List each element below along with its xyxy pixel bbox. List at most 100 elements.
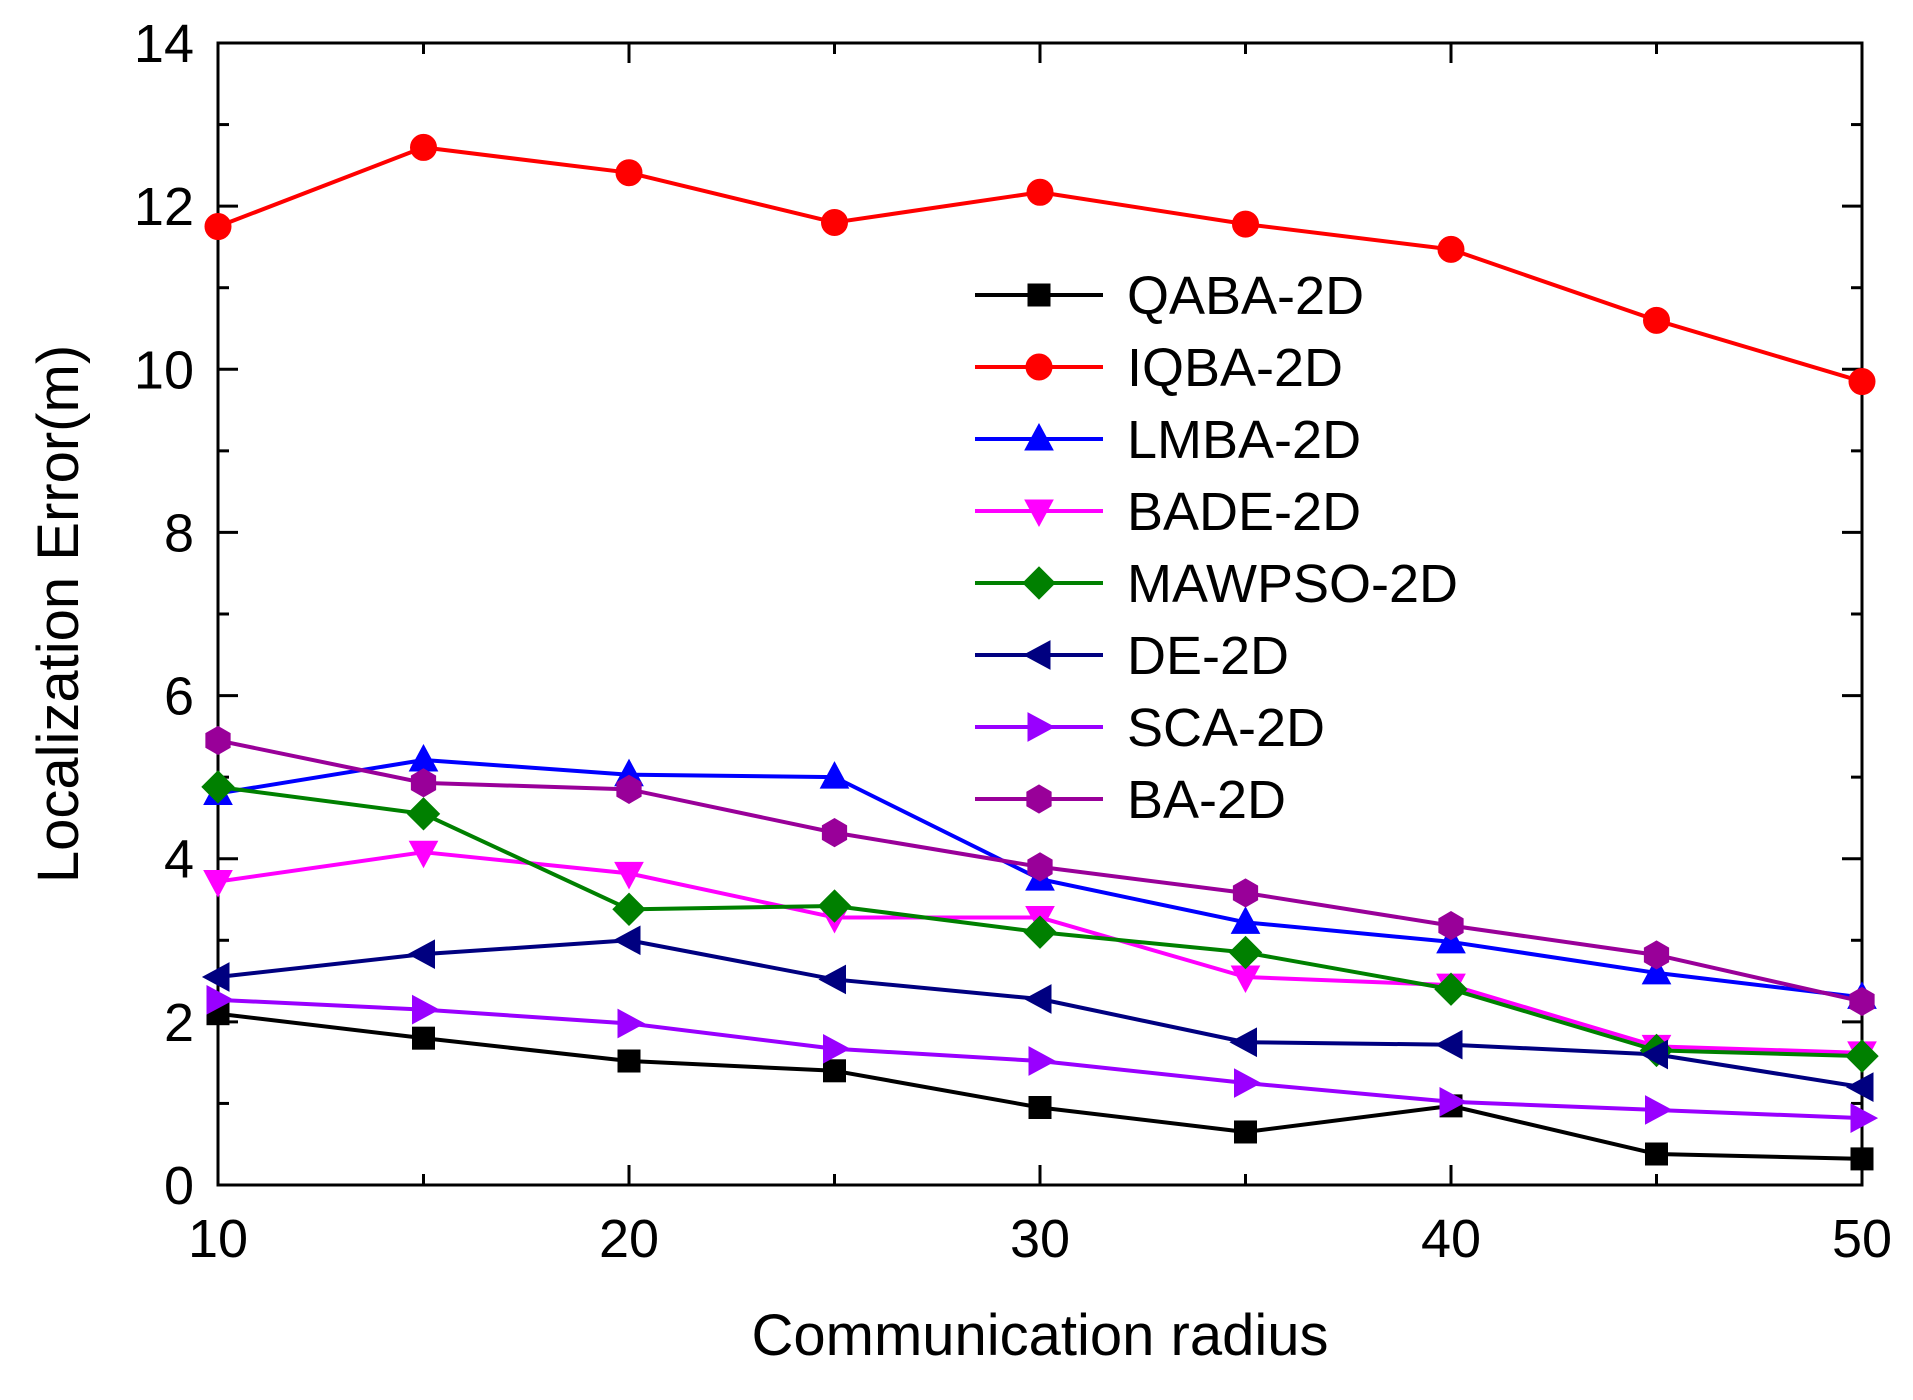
data-point-mawpso-2d xyxy=(612,892,646,926)
data-point-de-2d xyxy=(201,962,230,992)
data-point-ba-2d xyxy=(205,725,231,756)
legend-marker xyxy=(1022,640,1051,670)
data-point-ba-2d xyxy=(1643,940,1670,970)
data-point-qaba-2d xyxy=(1645,1142,1668,1166)
y-tick-label: 6 xyxy=(164,667,194,727)
legend-label: MAWPSO-2D xyxy=(1127,554,1458,614)
legend: QABA-2D IQBA-2D LMBA-2D BADE-2D MAWPSO-2D DE-… xyxy=(975,266,1458,830)
y-tick-label: 4 xyxy=(164,830,194,890)
legend-item: DE-2D xyxy=(975,626,1289,686)
data-point-mawpso-2d xyxy=(1845,1039,1879,1073)
legend-marker xyxy=(1026,784,1052,814)
data-point-de-2d xyxy=(1229,1027,1257,1058)
data-point-lmba-2d xyxy=(1641,956,1672,985)
data-point-de-2d xyxy=(1640,1039,1668,1070)
data-point-de-2d xyxy=(407,939,435,969)
data-point-sca-2d xyxy=(1234,1068,1262,1098)
legend-marker xyxy=(1027,283,1051,307)
legend-item: MAWPSO-2D xyxy=(975,554,1458,614)
y-axis-label: Localization Error(m) xyxy=(26,345,91,883)
y-tick-label: 0 xyxy=(164,1156,194,1216)
data-point-sca-2d xyxy=(206,984,235,1015)
legend-item: IQBA-2D xyxy=(975,338,1343,398)
data-point-bade-2d xyxy=(203,870,233,898)
data-point-mawpso-2d xyxy=(1434,972,1468,1006)
x-tick-label: 50 xyxy=(1832,1209,1892,1269)
data-point-ba-2d xyxy=(1027,852,1053,882)
legend-marker xyxy=(1022,566,1056,600)
data-point-de-2d xyxy=(612,925,641,956)
data-point-iqba-2d xyxy=(821,208,848,236)
data-point-ba-2d xyxy=(1849,986,1875,1017)
data-point-ba-2d xyxy=(1438,911,1464,941)
legend-item: LMBA-2D xyxy=(975,410,1361,470)
legend-label: BA-2D xyxy=(1127,770,1286,830)
data-point-iqba-2d xyxy=(204,213,232,241)
data-point-qaba-2d xyxy=(1234,1120,1257,1144)
legend-marker xyxy=(1027,712,1056,742)
data-point-qaba-2d xyxy=(1850,1147,1874,1171)
y-tick-label: 8 xyxy=(164,503,194,563)
data-point-sca-2d xyxy=(823,1033,851,1064)
axis-ticks xyxy=(216,41,1864,1187)
data-point-iqba-2d xyxy=(615,159,643,187)
legend-item: BA-2D xyxy=(975,770,1286,830)
x-tick-label: 40 xyxy=(1421,1209,1481,1269)
data-point-lmba-2d xyxy=(819,761,850,789)
data-point-qaba-2d xyxy=(617,1049,641,1073)
data-point-sca-2d xyxy=(1645,1095,1673,1125)
data-point-qaba-2d xyxy=(412,1026,435,1050)
data-point-qaba-2d xyxy=(1028,1096,1052,1120)
legend-marker xyxy=(1024,422,1054,451)
data-point-sca-2d xyxy=(1028,1046,1057,1076)
y-tick-label: 12 xyxy=(134,177,194,237)
data-point-iqba-2d xyxy=(410,133,437,161)
data-point-sca-2d xyxy=(412,994,440,1025)
legend-label: LMBA-2D xyxy=(1127,410,1361,470)
data-point-sca-2d xyxy=(1850,1103,1879,1133)
axis-tick-labels: 10 20 30 40 50 0 2 4 6 8 10 12 14 xyxy=(134,14,1892,1269)
data-point-sca-2d xyxy=(617,1008,646,1039)
x-tick-label: 10 xyxy=(188,1209,248,1269)
data-point-de-2d xyxy=(1023,984,1052,1014)
data-point-de-2d xyxy=(1845,1072,1874,1102)
data-point-bade-2d xyxy=(614,861,644,890)
x-axis-label: Communication radius xyxy=(751,1303,1328,1368)
data-point-iqba-2d xyxy=(1643,306,1670,334)
legend-label: IQBA-2D xyxy=(1127,338,1343,398)
legend-label: BADE-2D xyxy=(1127,482,1361,542)
data-point-de-2d xyxy=(1434,1029,1463,1060)
y-tick-label: 10 xyxy=(134,340,194,400)
legend-item: QABA-2D xyxy=(975,266,1364,326)
x-tick-label: 20 xyxy=(599,1209,659,1269)
legend-marker xyxy=(1025,353,1053,381)
data-point-de-2d xyxy=(818,964,846,995)
data-point-iqba-2d xyxy=(1026,178,1054,206)
data-point-lmba-2d xyxy=(1230,906,1261,934)
legend-item: BADE-2D xyxy=(975,482,1361,542)
data-point-iqba-2d xyxy=(1848,368,1876,396)
data-point-ba-2d xyxy=(1232,878,1259,908)
y-tick-label: 14 xyxy=(134,14,194,74)
data-point-iqba-2d xyxy=(1232,210,1259,238)
legend-label: QABA-2D xyxy=(1127,266,1364,326)
data-point-bade-2d xyxy=(408,840,439,869)
data-point-sca-2d xyxy=(1439,1086,1468,1117)
legend-label: SCA-2D xyxy=(1127,698,1325,758)
data-point-ba-2d xyxy=(821,818,848,848)
legend-label: DE-2D xyxy=(1127,626,1289,686)
data-point-mawpso-2d xyxy=(817,889,852,923)
legend-item: SCA-2D xyxy=(975,698,1325,758)
series-markers xyxy=(201,133,1879,1171)
data-point-mawpso-2d xyxy=(406,797,441,831)
x-tick-label: 30 xyxy=(1010,1209,1070,1269)
data-point-iqba-2d xyxy=(1437,235,1465,263)
data-point-mawpso-2d xyxy=(201,770,235,804)
data-point-ba-2d xyxy=(410,768,437,798)
data-point-ba-2d xyxy=(616,774,642,804)
data-point-mawpso-2d xyxy=(1228,935,1263,970)
legend-marker xyxy=(1024,499,1054,528)
y-tick-label: 2 xyxy=(164,993,194,1053)
